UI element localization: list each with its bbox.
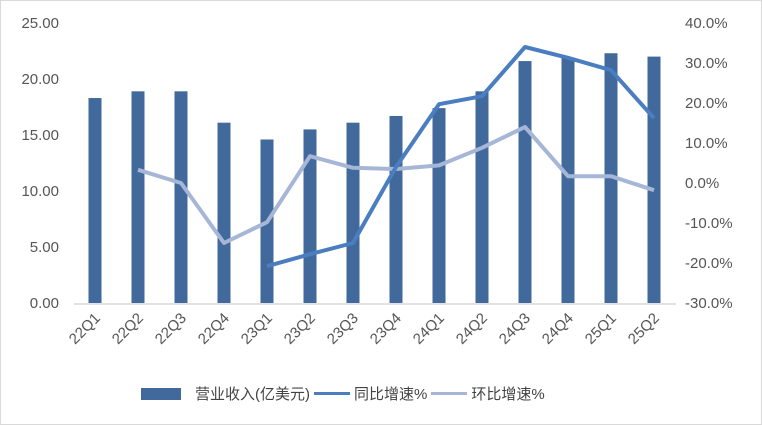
- bar: [647, 56, 661, 303]
- left-axis-tick-label: 15.00: [21, 127, 59, 144]
- legend: 营业收入(亿美元) 同比增速% 环比增速%: [141, 383, 545, 404]
- left-axis-tick-label: 10.00: [21, 183, 59, 200]
- bar: [389, 115, 403, 304]
- x-axis-tick-label: 24Q4: [539, 310, 577, 348]
- right-axis-tick-label: 40.0%: [685, 15, 728, 32]
- legend-swatch-line: [314, 392, 350, 395]
- legend-item-yoy: 同比增速%: [310, 383, 427, 404]
- legend-label: 同比增速%: [354, 386, 428, 403]
- legend-swatch-line: [431, 392, 468, 395]
- x-axis-tick-label: 24Q2: [453, 310, 491, 348]
- bar: [346, 122, 360, 304]
- x-axis-tick-label: 24Q1: [410, 310, 448, 348]
- bar: [131, 91, 145, 303]
- legend-label: 营业收入(亿美元): [195, 386, 310, 403]
- left-axis-tick-label: 0.00: [30, 295, 59, 312]
- x-axis-tick-label: 22Q1: [66, 310, 104, 348]
- bar: [303, 129, 317, 303]
- right-axis-tick-label: 20.0%: [685, 95, 728, 112]
- x-axis-tick-label: 22Q3: [152, 310, 190, 348]
- combo-chart: 0.00 5.00 10.00 15.00 20.00 25.00 -30.0% -20.0%…: [21, 15, 733, 348]
- x-axis-tick-label: 22Q2: [109, 310, 147, 348]
- x-axis-tick-label: 24Q3: [496, 310, 534, 348]
- legend-item-revenue: 营业收入(亿美元): [141, 383, 310, 404]
- legend-label: 环比增速%: [471, 386, 545, 403]
- x-axis-tick-label: 23Q2: [281, 310, 319, 348]
- right-axis-tick-label: -30.0%: [685, 295, 733, 312]
- bar: [518, 61, 532, 303]
- yoy-growth-line: [266, 45, 656, 269]
- x-axis-tick-label: 25Q2: [625, 310, 663, 348]
- bar: [432, 108, 446, 304]
- right-axis-tick-label: -20.0%: [685, 255, 733, 272]
- bar: [475, 91, 489, 303]
- right-axis-tick-label: 30.0%: [685, 55, 728, 72]
- right-axis-tick-label: -10.0%: [685, 215, 733, 232]
- bar: [174, 91, 188, 303]
- bar: [561, 57, 575, 303]
- left-axis-tick-label: 25.00: [21, 15, 59, 32]
- left-axis-tick-label: 20.00: [21, 71, 59, 88]
- left-axis-tick-label: 5.00: [30, 239, 59, 256]
- bar: [88, 98, 102, 303]
- bar: [217, 122, 231, 304]
- x-axis-tick-label: 23Q4: [367, 310, 405, 348]
- right-axis-tick-label: 0.0%: [685, 175, 719, 192]
- x-axis-tick-label: 22Q4: [195, 310, 233, 348]
- legend-swatch-bar: [141, 387, 181, 400]
- legend-item-qoq: 环比增速%: [427, 383, 545, 404]
- x-axis-tick-label: 23Q3: [324, 310, 362, 348]
- x-axis-tick-label: 25Q1: [582, 310, 620, 348]
- right-axis-tick-label: 10.0%: [685, 135, 728, 152]
- x-axis-tick-label: 23Q1: [238, 310, 276, 348]
